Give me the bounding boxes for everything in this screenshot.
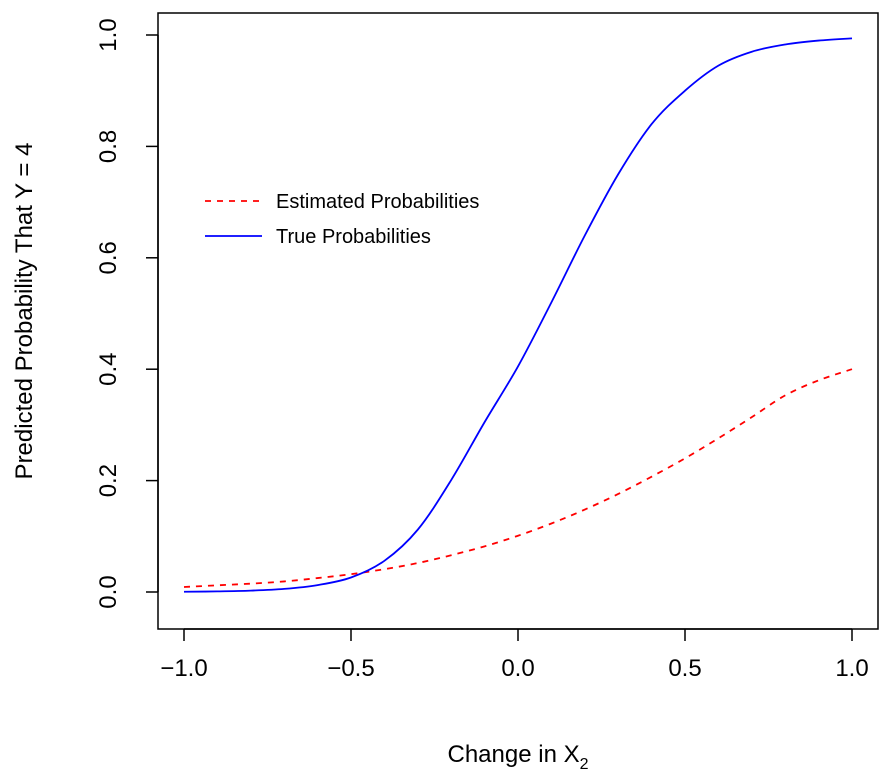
x-tick-label: −0.5 xyxy=(327,655,374,682)
x-axis: −1.0 −0.5 0.0 0.5 1.0 xyxy=(160,628,869,682)
x-tick-label: 0.0 xyxy=(501,655,534,682)
legend-label-true: True Probabilities xyxy=(276,226,431,248)
y-tick-label: 0.6 xyxy=(95,241,122,274)
legend: Estimated Probabilities True Probabiliti… xyxy=(205,191,479,248)
y-tick-label: 0.8 xyxy=(95,130,122,163)
series-true-line xyxy=(183,37,853,593)
y-tick-label: 1.0 xyxy=(95,18,122,51)
x-tick-label: 1.0 xyxy=(835,655,868,682)
series-layer xyxy=(183,37,853,593)
series-estimated-line xyxy=(183,368,853,588)
x-tick-label: −1.0 xyxy=(160,655,207,682)
legend-label-estimated: Estimated Probabilities xyxy=(276,191,479,213)
x-axis-label: Change in X2 xyxy=(448,741,589,772)
y-axis-label: Predicted Probability That Y = 4 xyxy=(11,143,38,480)
x-tick-label: 0.5 xyxy=(668,655,701,682)
y-tick-label: 0.0 xyxy=(95,575,122,608)
y-tick-label: 0.4 xyxy=(95,353,122,386)
y-axis: 0.0 0.2 0.4 0.6 0.8 1.0 xyxy=(95,18,159,609)
y-tick-label: 0.2 xyxy=(95,464,122,497)
